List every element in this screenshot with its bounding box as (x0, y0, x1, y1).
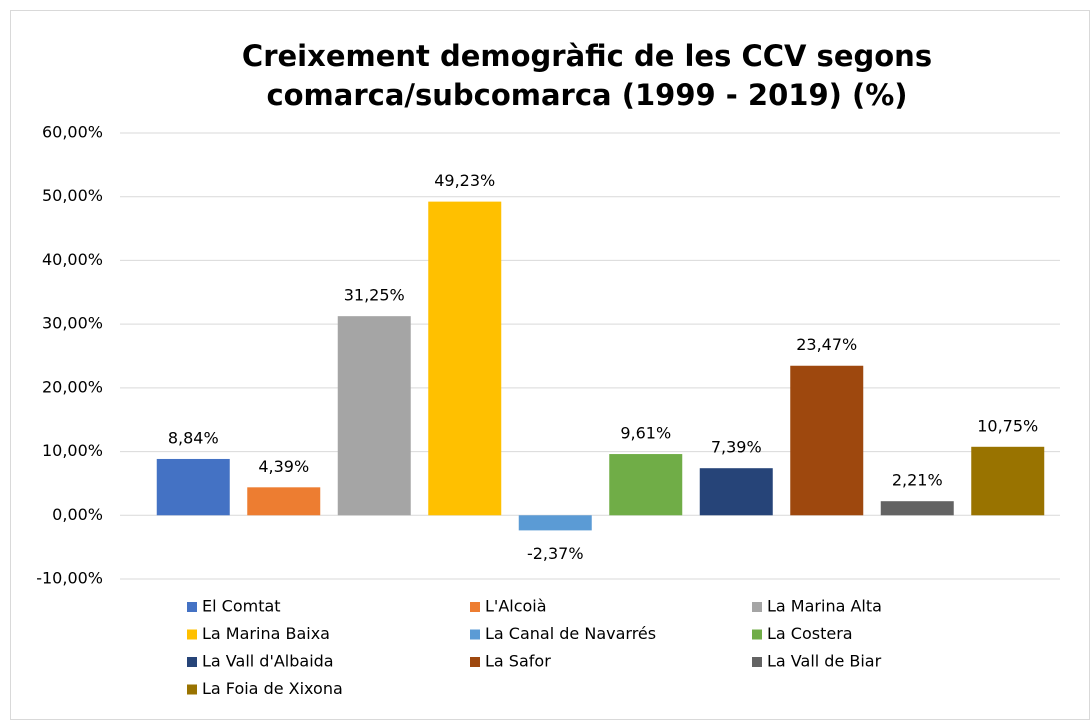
legend-swatch (470, 602, 480, 612)
y-tick-label: 60,00% (42, 123, 103, 142)
bar (880, 501, 954, 516)
chart-title: comarca/subcomarca (1999 - 2019) (%) (266, 78, 907, 112)
legend-swatch (187, 602, 197, 612)
data-label: 9,61% (620, 424, 671, 443)
bar (971, 446, 1045, 516)
bar (699, 468, 773, 516)
bar (156, 458, 230, 516)
legend-label: La Costera (767, 624, 853, 643)
bar (790, 365, 864, 516)
legend-label: El Comtat (202, 597, 281, 616)
legend-swatch (470, 629, 480, 640)
data-label: 2,21% (892, 471, 943, 490)
legend-label: La Vall de Biar (767, 652, 882, 671)
y-tick-label: 40,00% (42, 250, 103, 269)
chart-frame (10, 10, 1090, 720)
data-label: 10,75% (977, 416, 1038, 435)
bar (247, 487, 321, 516)
data-label: 4,39% (258, 457, 309, 476)
data-label: -2,37% (527, 544, 584, 563)
chart-title: Creixement demogràfic de les CCV segons (242, 39, 932, 73)
y-tick-label: -10,00% (36, 569, 103, 588)
y-tick-label: 20,00% (42, 377, 103, 396)
bar (518, 515, 592, 531)
legend-label: La Vall d'Albaida (202, 652, 334, 671)
legend-swatch (187, 629, 197, 640)
legend-label: L'Alcoià (485, 597, 547, 616)
y-tick-label: 50,00% (42, 186, 103, 205)
legend-swatch (187, 684, 197, 695)
legend-label: La Marina Alta (767, 597, 882, 616)
y-tick-label: 0,00% (52, 505, 103, 524)
legend-swatch (752, 657, 762, 667)
legend-swatch (187, 657, 197, 667)
bar (428, 201, 502, 516)
legend-swatch (470, 657, 480, 667)
legend-label: La Marina Baixa (202, 624, 330, 643)
data-label: 23,47% (796, 335, 857, 354)
legend-label: La Safor (485, 652, 551, 671)
legend-swatch (752, 629, 762, 640)
legend-label: La Canal de Navarrés (485, 624, 656, 643)
legend-label: La Foia de Xixona (202, 679, 343, 698)
data-label: 31,25% (344, 286, 405, 305)
bar (609, 454, 683, 516)
y-tick-label: 30,00% (42, 314, 103, 333)
data-label: 8,84% (168, 428, 219, 447)
data-label: 7,39% (711, 438, 762, 457)
legend-swatch (752, 602, 762, 612)
data-label: 49,23% (434, 171, 495, 190)
y-tick-label: 10,00% (42, 441, 103, 460)
bar (337, 316, 411, 516)
